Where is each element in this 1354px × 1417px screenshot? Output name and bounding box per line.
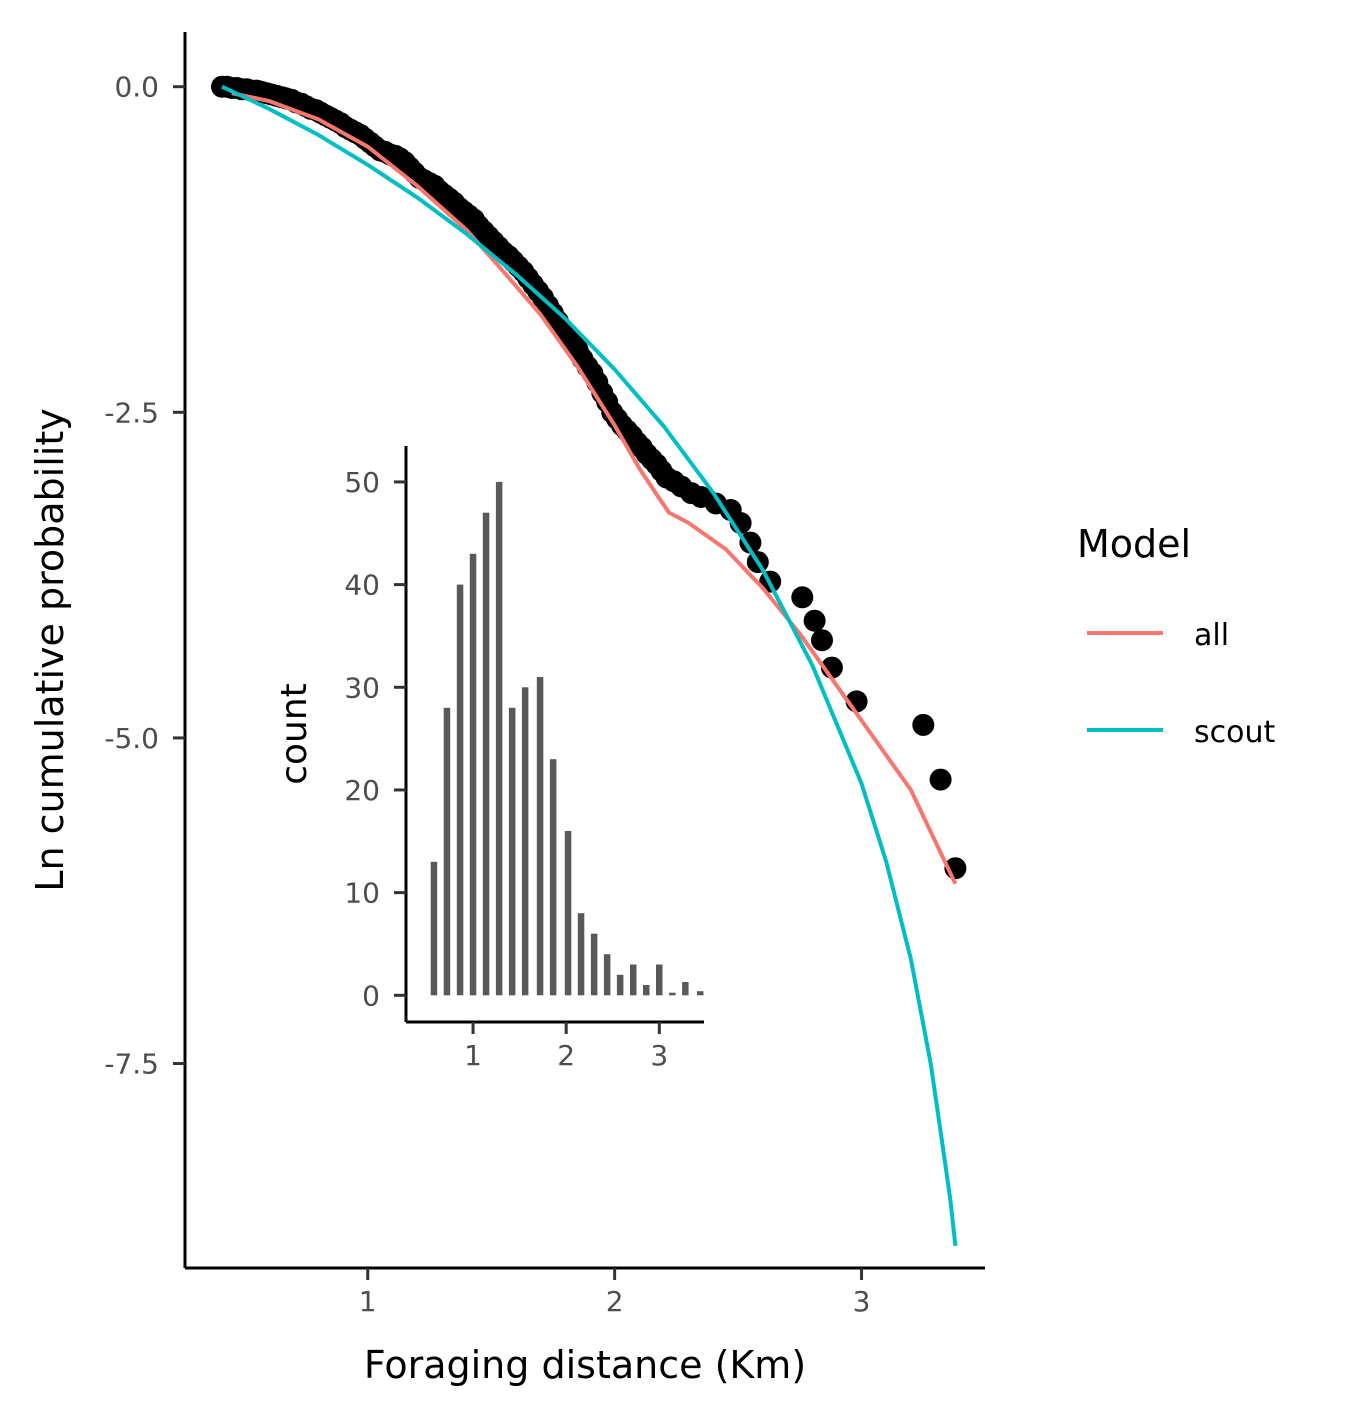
main-x-tick-label: 2 xyxy=(606,1285,624,1318)
histogram-bar-3 xyxy=(469,553,477,996)
main-y-tick-label: 0.0 xyxy=(114,71,159,104)
inset-y-axis-title: count xyxy=(274,683,315,785)
data-point-103 xyxy=(811,629,833,652)
histogram-bar-8 xyxy=(536,677,544,996)
histogram-bar-4 xyxy=(482,512,490,996)
histogram-bar-19 xyxy=(682,982,689,996)
series-line-scout xyxy=(221,84,958,1247)
main-model-lines xyxy=(221,84,958,1247)
histogram-bar-2 xyxy=(456,584,464,996)
histogram-bar-5 xyxy=(495,481,503,996)
main-y-tick-label: -7.5 xyxy=(104,1048,159,1081)
histogram-bar-13 xyxy=(603,954,611,996)
inset-x-ticks: 1 2 3 xyxy=(464,1022,668,1072)
data-point-107 xyxy=(929,768,952,791)
inset-y-tick-label: 20 xyxy=(344,774,380,807)
histogram-bar-0 xyxy=(430,861,438,996)
legend-label-scout: scout xyxy=(1194,715,1275,750)
histogram-bar-17 xyxy=(656,964,663,996)
histogram-bar-6 xyxy=(508,707,516,996)
inset-y-tick-label: 50 xyxy=(344,466,380,499)
main-y-ticks: 0.0 -2.5 -5.0 -7.5 xyxy=(104,71,185,1081)
histogram-bar-9 xyxy=(549,759,557,996)
legend-label-all: all xyxy=(1194,618,1229,653)
main-x-ticks: 1 2 3 xyxy=(359,1268,871,1318)
histogram-bar-20 xyxy=(697,991,704,996)
main-plot: 0.0 -2.5 -5.0 -7.5 1 2 3 Foraging distance (K… xyxy=(28,32,985,1387)
histogram-bar-15 xyxy=(630,964,637,996)
main-y-tick-label: -2.5 xyxy=(104,396,159,429)
inset-y-tick-label: 10 xyxy=(344,877,380,910)
histogram-bar-12 xyxy=(590,933,598,996)
inset-histogram: 0 10 20 30 40 50 1 2 3 count xyxy=(274,446,704,1072)
data-point-98 xyxy=(739,531,762,554)
histogram-bar-18 xyxy=(669,992,676,996)
inset-y-tick-label: 40 xyxy=(344,569,380,602)
inset-x-tick-label: 2 xyxy=(557,1039,575,1072)
histogram-bar-1 xyxy=(443,707,451,996)
data-point-106 xyxy=(912,713,935,736)
histogram-bar-11 xyxy=(577,913,585,996)
inset-y-ticks: 0 10 20 30 40 50 xyxy=(344,466,406,1012)
main-x-tick-label: 3 xyxy=(853,1285,871,1318)
inset-y-tick-label: 0 xyxy=(362,979,380,1012)
inset-x-tick-label: 1 xyxy=(464,1039,482,1072)
inset-y-tick-label: 30 xyxy=(344,671,380,704)
main-x-axis-title: Foraging distance (Km) xyxy=(364,1343,806,1387)
data-point-101 xyxy=(791,586,814,609)
data-point-102 xyxy=(803,609,826,632)
series-line-all xyxy=(231,91,958,885)
main-y-tick-label: -5.0 xyxy=(104,722,159,755)
inset-x-tick-label: 3 xyxy=(650,1039,668,1072)
inset-bars xyxy=(430,481,704,996)
histogram-bar-10 xyxy=(564,831,572,996)
histogram-bar-16 xyxy=(643,985,650,996)
histogram-bar-7 xyxy=(521,687,529,996)
main-y-axis-title: Ln cumulative probability xyxy=(28,408,72,891)
histogram-bar-14 xyxy=(616,974,624,996)
legend-title: Model xyxy=(1077,522,1191,566)
legend: Model all scout xyxy=(1077,522,1275,750)
main-x-tick-label: 1 xyxy=(359,1285,377,1318)
